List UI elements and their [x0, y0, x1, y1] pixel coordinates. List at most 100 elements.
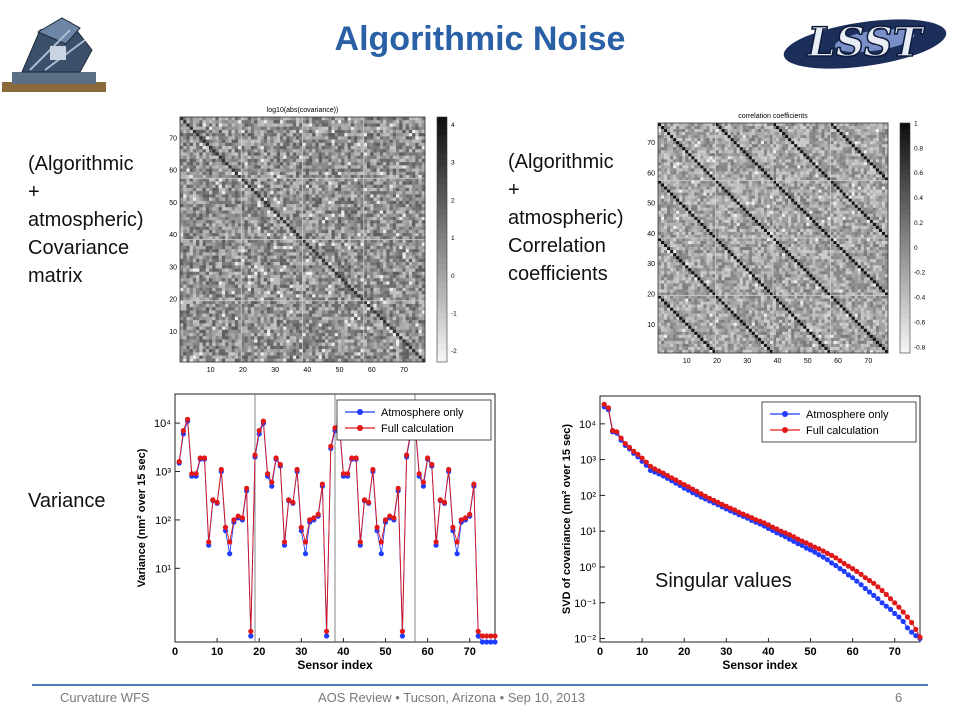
heatmap-cell: [366, 242, 371, 247]
heatmap-cell: [386, 303, 390, 308]
heatmap-cell: [286, 258, 290, 263]
heatmap-cell: [263, 262, 268, 266]
heatmap-cell: [341, 207, 345, 211]
heatmap-cell: [357, 207, 361, 211]
heatmap-cell: [250, 291, 255, 295]
heatmap-cell: [296, 139, 300, 144]
heatmap-cell: [225, 187, 229, 192]
heatmap-cell: [247, 245, 252, 250]
heatmap-cell: [389, 249, 394, 253]
heatmap-cell: [247, 291, 252, 295]
heatmap-cell: [180, 146, 184, 150]
heatmap-cell: [183, 239, 187, 244]
heatmap-cell: [276, 313, 281, 318]
heatmap-cell: [318, 239, 323, 244]
heatmap-cell: [299, 139, 303, 144]
heatmap-cell: [283, 258, 287, 263]
heatmap-cell: [350, 229, 355, 234]
heatmap-cell: [321, 133, 326, 137]
heatmap-cell: [273, 326, 278, 331]
heatmap-cell: [305, 184, 310, 189]
heatmap-cell: [273, 242, 278, 247]
heatmap-cell: [337, 149, 342, 153]
heatmap-cell: [212, 300, 216, 305]
heatmap-cell: [189, 191, 194, 195]
heatmap-cell: [370, 149, 374, 153]
heatmap-cell: [321, 210, 326, 215]
heatmap-cell: [370, 213, 374, 218]
heatmap-cell: [395, 117, 400, 121]
heatmap-cell: [212, 200, 216, 205]
heatmap-cell: [379, 210, 384, 215]
heatmap-cell: [405, 316, 410, 321]
heatmap-cell: [347, 223, 352, 227]
heatmap-cell: [199, 184, 203, 189]
heatmap-cell: [192, 220, 197, 224]
heatmap-cell: [247, 158, 252, 163]
heatmap-cell: [347, 294, 352, 298]
heatmap-cell: [247, 262, 252, 266]
heatmap-cell: [276, 158, 281, 163]
heatmap-cell: [331, 216, 336, 221]
heatmap-cell: [305, 175, 310, 179]
heatmap-cell: [238, 252, 242, 256]
heatmap-cell: [418, 200, 423, 205]
heatmap-cell: [347, 310, 352, 314]
heatmap-cell: [189, 236, 194, 240]
heatmap-cell: [225, 181, 229, 185]
heatmap-cell: [241, 171, 245, 176]
heatmap-cell: [225, 300, 229, 305]
heatmap-cell: [199, 129, 203, 134]
heatmap-cell: [318, 216, 323, 221]
heatmap-cell: [292, 194, 297, 198]
heatmap-cell: [215, 310, 219, 314]
heatmap-cell: [276, 187, 281, 192]
heatmap-cell: [408, 323, 413, 327]
heatmap-cell: [312, 310, 316, 314]
heatmap-cell: [183, 271, 187, 276]
heatmap-cell: [286, 181, 290, 185]
heatmap-cell: [215, 204, 219, 208]
heatmap-cell: [412, 245, 416, 250]
heatmap-cell: [209, 210, 213, 215]
heatmap-cell: [180, 207, 184, 211]
heatmap-cell: [347, 207, 352, 211]
heatmap-cell: [402, 310, 406, 314]
heatmap-cell: [337, 210, 342, 215]
heatmap-cell: [305, 158, 310, 163]
heatmap-cell: [209, 287, 213, 292]
heatmap-cell: [225, 207, 229, 211]
heatmap-cell: [260, 310, 265, 314]
heatmap-cell: [334, 252, 339, 256]
heatmap-cell: [209, 300, 213, 305]
heatmap-cell: [312, 129, 316, 134]
heatmap-cell: [276, 175, 281, 179]
heatmap-cell: [360, 200, 365, 205]
heatmap-cell: [408, 223, 413, 227]
heatmap-cell: [238, 120, 242, 124]
heatmap-cell: [199, 171, 203, 176]
heatmap-cell: [415, 181, 419, 185]
heatmap-cell: [189, 142, 194, 147]
heatmap-cell: [241, 249, 245, 253]
heatmap-cell: [241, 281, 245, 285]
heatmap-cell: [305, 287, 310, 292]
heatmap-cell: [344, 200, 348, 205]
heatmap-cell: [325, 268, 329, 273]
heatmap-cell: [373, 123, 377, 127]
heatmap-cell: [244, 149, 248, 153]
heatmap-cell: [395, 255, 400, 260]
heatmap-cell: [276, 213, 281, 218]
heatmap-cell: [383, 287, 387, 292]
heatmap-cell: [350, 216, 355, 221]
heatmap-cell: [231, 200, 236, 205]
heatmap-cell: [276, 142, 281, 147]
heatmap-cell: [273, 213, 278, 218]
heatmap-cell: [254, 265, 258, 269]
heatmap-cell: [250, 313, 255, 318]
heatmap-cell: [350, 294, 355, 298]
heatmap-cell: [257, 149, 261, 153]
heatmap-cell: [225, 226, 229, 231]
heatmap-cell: [412, 171, 416, 176]
heatmap-cell: [315, 262, 319, 266]
